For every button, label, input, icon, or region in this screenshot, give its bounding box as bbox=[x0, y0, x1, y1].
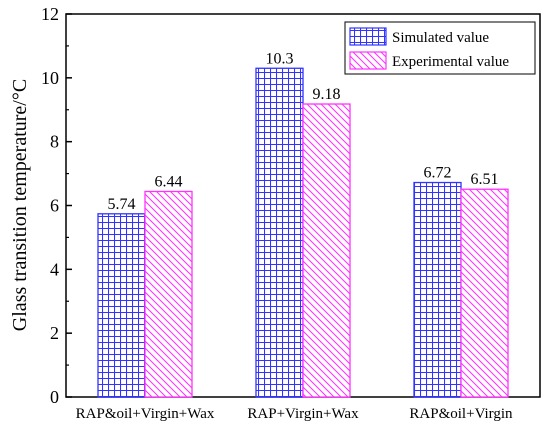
bar-experimental bbox=[460, 188, 509, 398]
data-label: 10.3 bbox=[266, 50, 294, 67]
bar-experimental bbox=[302, 103, 351, 398]
y-tick-label: 0 bbox=[50, 387, 59, 407]
x-category-label: RAP+Virgin+Wax bbox=[247, 406, 359, 422]
x-category-label: RAP&oil+Virgin+Wax bbox=[76, 406, 215, 422]
data-label: 6.72 bbox=[424, 165, 452, 182]
data-label: 6.51 bbox=[471, 171, 499, 188]
data-label: 9.18 bbox=[313, 86, 341, 103]
y-tick-label: 4 bbox=[50, 259, 59, 279]
y-tick-label: 6 bbox=[50, 196, 59, 216]
y-tick-label: 8 bbox=[50, 132, 59, 152]
bars-group bbox=[97, 67, 509, 398]
y-tick-label: 2 bbox=[50, 323, 59, 343]
legend-label: Experimental value bbox=[392, 54, 509, 70]
data-label: 5.74 bbox=[108, 196, 136, 213]
y-axis-title: Glass transition temperature/°C bbox=[9, 79, 31, 331]
bar-simulated bbox=[255, 67, 304, 398]
data-label: 6.44 bbox=[155, 173, 183, 190]
bar-experimental bbox=[144, 190, 193, 398]
legend-swatch bbox=[349, 51, 387, 70]
legend: Simulated value Experimental value bbox=[344, 21, 536, 75]
x-category-label: RAP&oil+Virgin bbox=[409, 406, 513, 422]
y-tick-label: 12 bbox=[41, 4, 59, 24]
labels-group: RAP&oil+Virgin+Wax 5.74 6.44 RAP+Virgin+Wax… bbox=[76, 50, 513, 422]
legend-swatch bbox=[349, 27, 387, 46]
legend-label: Simulated value bbox=[392, 30, 489, 46]
bar-simulated bbox=[413, 181, 462, 398]
y-tick-label: 10 bbox=[41, 68, 59, 88]
bar-simulated bbox=[97, 213, 146, 398]
